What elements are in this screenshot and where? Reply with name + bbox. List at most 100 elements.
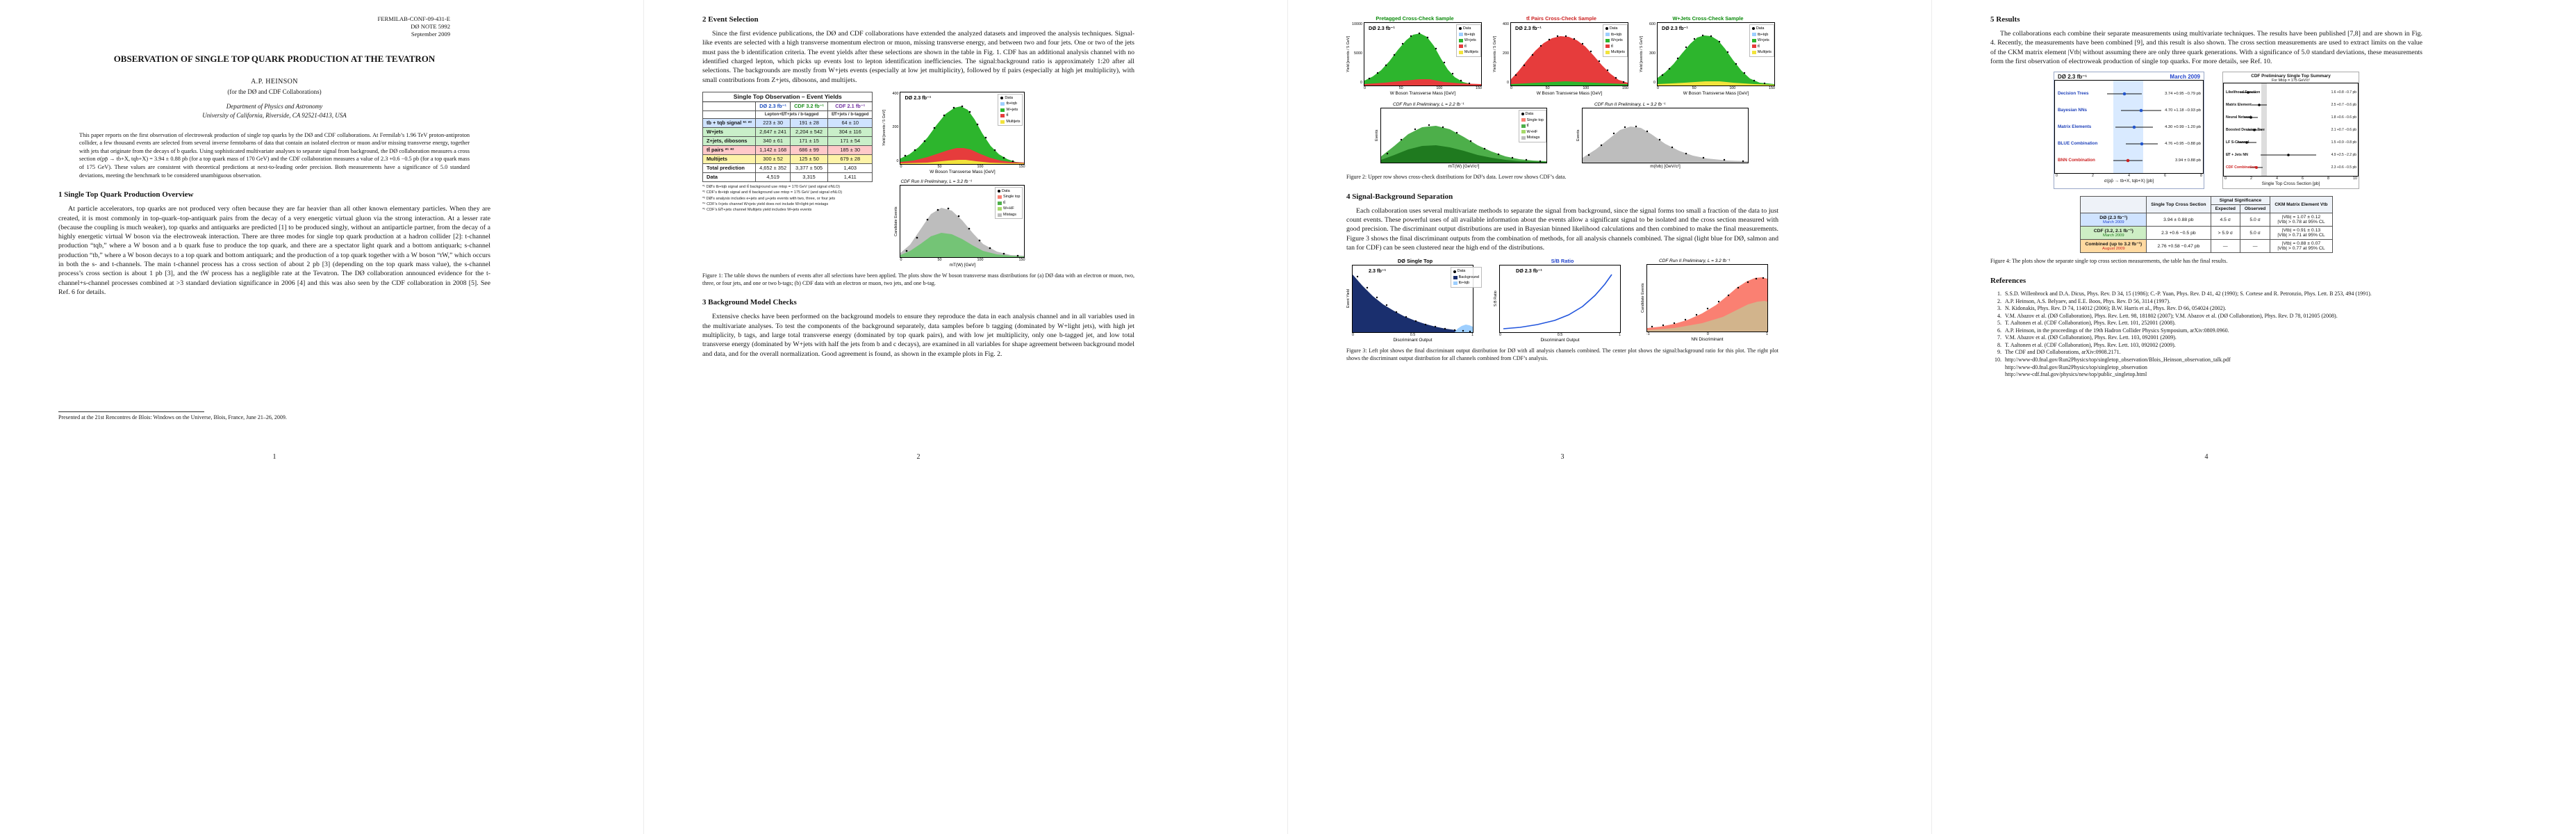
header-signal-significance: Signal Significance: [2210, 196, 2271, 206]
figure-1-plots: Yield [events / 5 GeV] 400 200 0 DØ 2.3 fb…: [882, 91, 1025, 268]
reference-item: 7. V.M. Abazov et al. (DØ Collaboration)…: [1990, 334, 2422, 342]
legend-swatch: [1751, 33, 1756, 37]
reference-text[interactable]: A.P. Heinson, in the proceedings of the …: [2005, 327, 2229, 334]
table-row: Z+jets, dibosons 340 ± 61 171 ± 15 171 ±…: [702, 136, 873, 146]
reference-number: 3.: [1997, 305, 2001, 312]
row-label: Data: [702, 172, 757, 182]
reference-text[interactable]: http://www-d0.fnal.gov/Run2Physics/top/s…: [2005, 356, 2231, 378]
legend-label: Data: [1756, 26, 1765, 31]
legend-swatch: [1751, 27, 1755, 31]
method-label: Boosted Decision Tree: [2226, 128, 2265, 133]
table-title: Single Top Observation – Event Yields: [702, 91, 873, 102]
fig3c-cdf-nn-plot: CDF Run II Preliminary, L = 3.2 fb⁻¹ Can…: [1641, 258, 1778, 343]
header-observed: Observed: [2239, 204, 2271, 214]
x-axis-label: m(ℓνb) [GeV/c²]: [1650, 164, 1681, 169]
header-cross-section: Single Top Cross Section: [2146, 196, 2211, 214]
reference-text[interactable]: N. Kidonakis, Phys. Rev. D 74, 114012 (2…: [2005, 305, 2227, 312]
reference-text[interactable]: V.M. Abazov et al. (DØ Collaboration), P…: [2005, 334, 2177, 341]
cross-section-value: 2.76 +0.58 −0.47 pb: [2146, 239, 2211, 254]
vtb-value: |Vtb| = 0.91 ± 0.13: [2281, 228, 2321, 234]
method-label: E̸T + Jets NN: [2226, 153, 2248, 158]
measurement-label: CDF (3.2, 2.1 fb⁻¹): [2093, 229, 2133, 234]
legend-label: Data: [1457, 269, 1466, 274]
figure-4-caption: Figure 4: The plots show the separate si…: [1990, 258, 2228, 265]
section-2-heading: 2 Event Selection: [702, 15, 759, 24]
row-label: W+jets: [702, 126, 757, 137]
legend-swatch: [1521, 118, 1526, 122]
reference-item: 4. V.M. Abazov et al. (DØ Collaboration)…: [1990, 313, 2422, 320]
yield-cdf-metjets: 64 ± 10: [827, 117, 873, 128]
figure-1-caption: Figure 1: The table shows the numbers of…: [702, 272, 1134, 286]
reference-item: 3. N. Kidonakis, Phys. Rev. D 74, 114012…: [1990, 305, 2422, 313]
table-footnote-line: *⁴ CDF’s ℓ+jets channel W+jets yield doe…: [702, 202, 829, 207]
section-3-heading: 3 Background Model Checks: [702, 298, 797, 307]
yield-d0: 1,142 ± 168: [755, 145, 791, 155]
legend-item: Data: [998, 188, 1020, 195]
reference-number: 5.: [1997, 320, 2001, 327]
vtb-cell: |Vtb| = 0.88 ± 0.07 |Vtb| > 0.77 at 95% …: [2270, 239, 2333, 254]
measurement-date: March 2009: [2103, 220, 2124, 225]
legend-swatch: [1458, 38, 1463, 42]
reference-text[interactable]: A.P. Heinson, A.S. Belyaev, and E.E. Boo…: [2005, 297, 2170, 304]
reference-text[interactable]: S.S.D. Willenbrock and D.A. Dicus, Phys.…: [2005, 291, 2372, 297]
legend-item: Multijets: [1458, 49, 1478, 56]
tick-label: -1: [1646, 332, 1650, 337]
ladder-values: 1.6 +0.8 −0.7 pb 2.5 +0.7 −0.6 pb 1.8 +0.6…: [2331, 86, 2356, 174]
y-axis-ticks: 10000 5000 0: [1352, 22, 1364, 86]
column-header-cdf-metjets: CDF 2.1 fb⁻¹: [827, 101, 873, 111]
tick-label: 0: [1507, 81, 1509, 85]
expected-significance: > 5.9 σ: [2210, 226, 2240, 240]
measurement-cell: CDF (3.2, 2.1 fb⁻¹) March 2009: [2080, 226, 2147, 240]
method-label: Decision Trees: [2058, 91, 2089, 97]
tick-label: 0: [896, 158, 899, 163]
measurement-ladder: [2223, 83, 2359, 177]
vtb-limit: |Vtb| > 0.71 at 95% CL: [2277, 233, 2325, 238]
reference-text[interactable]: The CDF and DØ Collaborations, arXiv:090…: [2005, 349, 2121, 356]
author-name: A.P. HEINSON: [251, 78, 298, 86]
x-axis-label: Discriminant Output: [1540, 338, 1580, 343]
row-label: tt̄ pairs *¹ *²: [702, 145, 757, 155]
tick-label: 150: [1018, 164, 1025, 169]
x-axis-ticks: 0 0.5 1: [1352, 333, 1473, 337]
row-label: Z+jets, dibosons: [702, 136, 757, 146]
yield-d0: 340 ± 61: [755, 136, 791, 146]
legend-item: W+jets: [1000, 107, 1020, 113]
header-expected: Expected: [2210, 204, 2240, 214]
method-label: Neural Network: [2226, 115, 2253, 120]
yield-cdf-ljets: 3,377 ± 505: [790, 163, 829, 173]
legend-swatch: [998, 195, 1002, 199]
reference-item: 10. http://www-d0.fnal.gov/Run2Physics/t…: [1990, 357, 2422, 379]
reference-text[interactable]: T. Aaltonen et al. (CDF Collaboration), …: [2005, 320, 2176, 327]
method-label: Likelihood Function: [2226, 90, 2261, 95]
tick-label: 0: [900, 164, 902, 169]
x-axis-label: Single Top Cross Section [pb]: [2261, 181, 2320, 187]
legend: Data Single top tt̄ W+HF Mistags: [1518, 110, 1546, 142]
stacked-histogram: [1364, 22, 1482, 86]
tick-label: 10: [2353, 177, 2357, 181]
fig3b-sb-ratio-plot: S/B Ratio S:B Ratio DØ 2.3 fb⁻¹ 0 0.5 1 Di…: [1494, 258, 1631, 343]
method-label: Bayesian NNs: [2058, 108, 2087, 113]
yield-cdf-metjets: 1,411: [827, 172, 873, 182]
reference-text[interactable]: V.M. Abazov et al. (DØ Collaboration), P…: [2005, 312, 2338, 319]
yield-cdf-ljets: 3,315: [790, 172, 829, 182]
tick-label: 0: [1360, 81, 1362, 85]
x-axis-ticks: 0 0.5 1: [1499, 333, 1621, 337]
yield-cdf-ljets: 171 ± 15: [790, 136, 829, 146]
yield-d0: 223 ± 30: [755, 117, 791, 128]
vtb-cell: |Vtb| = 0.91 ± 0.13 |Vtb| > 0.71 at 95% …: [2270, 226, 2333, 240]
legend-label: W+jets: [1464, 38, 1476, 43]
tick-label: 0: [2056, 174, 2058, 179]
tick-label: 50: [937, 164, 942, 169]
tick-label: 400: [892, 91, 899, 96]
plot-title: CDF Run II Preliminary, L = 3.2 fb⁻¹: [1594, 102, 1666, 107]
legend-item: Data: [1000, 95, 1020, 101]
page-number: 1: [272, 453, 276, 461]
tick-label: 50: [1545, 86, 1550, 90]
figure-4: DØ 2.3 fb⁻¹ March 2009: [1990, 72, 2422, 265]
tick-label: 50: [1398, 86, 1403, 90]
legend-label: tb+tqb: [1464, 32, 1476, 37]
tick-label: 0: [1510, 86, 1512, 90]
legend-swatch: [1000, 97, 1004, 100]
reference-text[interactable]: T. Aaltonen et al. (CDF Collaboration), …: [2005, 341, 2176, 348]
measured-value: 4.76 +0.95 −0.88 pb: [2165, 142, 2201, 147]
